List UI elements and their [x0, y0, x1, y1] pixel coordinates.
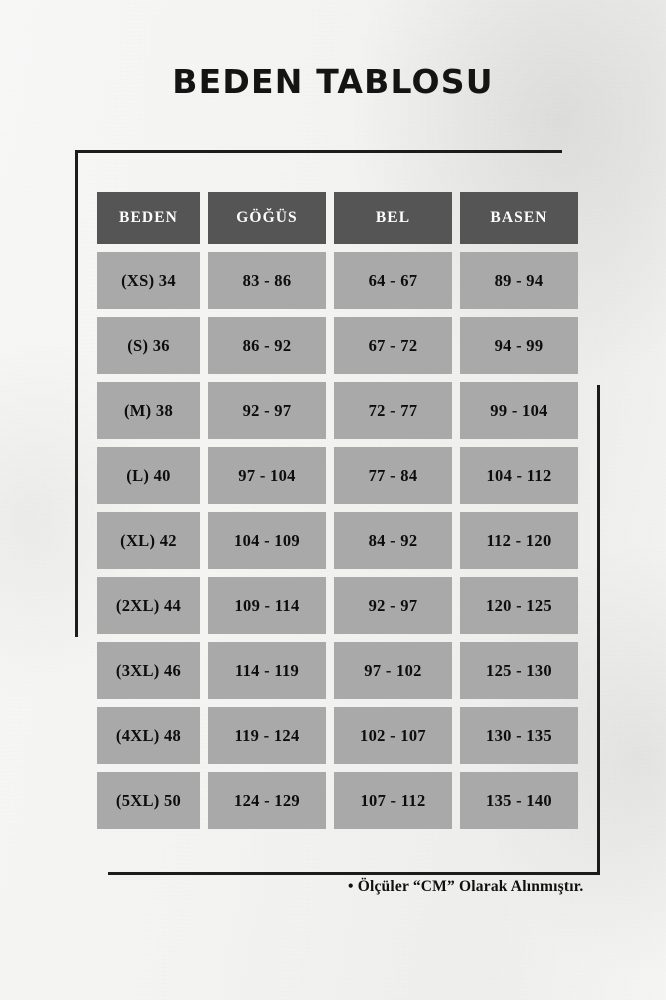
cell-chest: 109 - 114 — [208, 577, 326, 634]
table-row: (5XL) 50 124 - 129 107 - 112 135 - 140 — [97, 772, 580, 829]
cell-waist: 72 - 77 — [334, 382, 452, 439]
cell-waist: 107 - 112 — [334, 772, 452, 829]
table-row: (M) 38 92 - 97 72 - 77 99 - 104 — [97, 382, 580, 439]
cell-size: (L) 40 — [97, 447, 200, 504]
cell-size: (XL) 42 — [97, 512, 200, 569]
cell-hip: 135 - 140 — [460, 772, 578, 829]
column-header-beden: BEDEN — [97, 192, 200, 244]
cell-hip: 120 - 125 — [460, 577, 578, 634]
cell-size: (XS) 34 — [97, 252, 200, 309]
cell-chest: 86 - 92 — [208, 317, 326, 374]
table-row: (XL) 42 104 - 109 84 - 92 112 - 120 — [97, 512, 580, 569]
cell-chest: 124 - 129 — [208, 772, 326, 829]
cell-chest: 104 - 109 — [208, 512, 326, 569]
cell-waist: 97 - 102 — [334, 642, 452, 699]
cell-hip: 112 - 120 — [460, 512, 578, 569]
bracket-rule-top — [75, 150, 562, 153]
cell-chest: 114 - 119 — [208, 642, 326, 699]
table-row: (3XL) 46 114 - 119 97 - 102 125 - 130 — [97, 642, 580, 699]
table-row: (XS) 34 83 - 86 64 - 67 89 - 94 — [97, 252, 580, 309]
cell-chest: 119 - 124 — [208, 707, 326, 764]
table-row: (S) 36 86 - 92 67 - 72 94 - 99 — [97, 317, 580, 374]
cell-size: (M) 38 — [97, 382, 200, 439]
cell-hip: 125 - 130 — [460, 642, 578, 699]
cell-waist: 64 - 67 — [334, 252, 452, 309]
cell-chest: 92 - 97 — [208, 382, 326, 439]
cell-waist: 84 - 92 — [334, 512, 452, 569]
cell-size: (4XL) 48 — [97, 707, 200, 764]
cell-hip: 130 - 135 — [460, 707, 578, 764]
table-row: (L) 40 97 - 104 77 - 84 104 - 112 — [97, 447, 580, 504]
cell-chest: 97 - 104 — [208, 447, 326, 504]
bracket-rule-left — [75, 150, 78, 637]
column-header-basen: BASEN — [460, 192, 578, 244]
page-title: BEDEN TABLOSU — [172, 62, 494, 101]
size-chart-table: BEDEN GÖĞÜS BEL BASEN (XS) 34 83 - 86 64… — [97, 192, 580, 837]
cell-hip: 99 - 104 — [460, 382, 578, 439]
cell-chest: 83 - 86 — [208, 252, 326, 309]
cell-hip: 104 - 112 — [460, 447, 578, 504]
measurement-unit-note: • Ölçüler “CM” Olarak Alınmıştır. — [348, 878, 584, 895]
cell-size: (2XL) 44 — [97, 577, 200, 634]
cell-waist: 77 - 84 — [334, 447, 452, 504]
bracket-rule-bottom — [108, 872, 600, 875]
table-row: (2XL) 44 109 - 114 92 - 97 120 - 125 — [97, 577, 580, 634]
cell-size: (3XL) 46 — [97, 642, 200, 699]
cell-hip: 94 - 99 — [460, 317, 578, 374]
cell-hip: 89 - 94 — [460, 252, 578, 309]
cell-waist: 102 - 107 — [334, 707, 452, 764]
table-row: (4XL) 48 119 - 124 102 - 107 130 - 135 — [97, 707, 580, 764]
column-header-gogus: GÖĞÜS — [208, 192, 326, 244]
cell-waist: 92 - 97 — [334, 577, 452, 634]
cell-waist: 67 - 72 — [334, 317, 452, 374]
table-header-row: BEDEN GÖĞÜS BEL BASEN — [97, 192, 580, 244]
cell-size: (S) 36 — [97, 317, 200, 374]
bracket-rule-right — [597, 385, 600, 875]
cell-size: (5XL) 50 — [97, 772, 200, 829]
column-header-bel: BEL — [334, 192, 452, 244]
